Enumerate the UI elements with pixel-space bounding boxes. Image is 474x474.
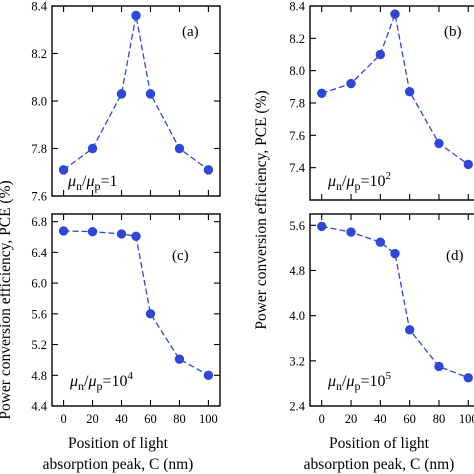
panel-3-point-2 <box>375 237 386 247</box>
panel-3-ytick-label-0: 2.4 <box>289 400 305 414</box>
xlabel-right-line1: Position of light <box>329 435 430 452</box>
panel-0-point-6 <box>203 165 214 175</box>
panel-1-ytick-label-0: 7.4 <box>289 161 305 175</box>
panel-0-label: (a) <box>182 24 199 40</box>
panel-0-annotation: μn/μp=1 <box>67 173 118 193</box>
panel-3-xtick-label-4: 80 <box>433 412 446 426</box>
panel-1-point-4 <box>404 86 415 97</box>
panel-3-label: (d) <box>446 248 464 264</box>
panel-2-point-4 <box>145 309 156 319</box>
panel-2-xtick-label-2: 40 <box>115 412 128 426</box>
panel-2-xtick-label-4: 80 <box>173 412 186 426</box>
panel-0-ytick-label-3: 8.2 <box>31 47 47 61</box>
panel-2-point-1 <box>87 226 98 237</box>
panel-2-point-2 <box>116 229 127 239</box>
panel-1-point-1 <box>346 78 356 89</box>
panel-2-ytick-label-6: 6.8 <box>31 215 47 229</box>
xlabel-left-line1: Position of light <box>68 435 169 452</box>
panel-3-ytick-label-4: 5.6 <box>289 219 305 233</box>
panel-2-annotation: μn/μp=104 <box>69 370 134 393</box>
panel-3-xtick-label-3: 60 <box>403 412 416 426</box>
panel-0-point-2 <box>116 89 127 99</box>
panel-3-point-4 <box>404 325 415 335</box>
panel-2-point-6 <box>203 370 214 380</box>
panel-0-ytick-label-0: 7.6 <box>31 190 47 204</box>
panel-2-ytick-label-4: 6.0 <box>31 277 47 291</box>
panel-2-xtick-label-3: 60 <box>144 412 157 426</box>
panel-1-point-0 <box>317 88 327 99</box>
xlabel-right-line2: absorption peak, C (nm) <box>304 456 455 473</box>
panel-0-point-1 <box>87 143 98 154</box>
panel-0-point-3 <box>131 10 141 21</box>
panel-3-point-0 <box>317 221 327 232</box>
panel-3-ytick-label-3: 4.8 <box>289 264 305 278</box>
panel-3-annotation: μn/μp=105 <box>327 370 392 393</box>
panel-3-xtick-label-2: 40 <box>374 412 387 426</box>
panel-0-ytick-label-2: 8.0 <box>31 95 47 109</box>
panel-2-xtick-label-5: 100 <box>199 412 218 426</box>
panel-1-label: (b) <box>444 24 462 40</box>
panel-3-xtick-label-0: 0 <box>319 412 325 426</box>
panel-1-annotation: μn/μp=102 <box>327 170 391 193</box>
panel-0-point-5 <box>174 143 185 154</box>
panel-2-ytick-label-3: 5.6 <box>31 307 47 321</box>
panel-1-ytick-label-4: 8.2 <box>289 32 305 46</box>
panel-2-ytick-label-5: 6.4 <box>31 246 47 260</box>
panel-1-ytick-label-3: 8.0 <box>289 64 305 78</box>
panel-2-ytick-label-1: 4.8 <box>31 369 47 383</box>
panel-2-xtick-label-1: 20 <box>86 412 99 426</box>
panel-3-point-1 <box>346 227 356 237</box>
panel-0-ytick-label-4: 8.4 <box>31 0 47 14</box>
panel-0-point-0 <box>58 165 69 175</box>
xlabel-left-line2: absorption peak, C (nm) <box>43 456 194 473</box>
panel-1-point-5 <box>434 138 444 149</box>
panel-2-ytick-label-2: 5.2 <box>31 338 47 352</box>
panel-1-point-2 <box>375 49 386 60</box>
panel-2-point-3 <box>131 231 141 241</box>
panel-0-point-4 <box>145 89 156 99</box>
panel-3-point-3 <box>390 248 400 259</box>
panel-3-ytick-label-1: 3.2 <box>289 354 305 368</box>
panel-2-point-0 <box>58 226 69 236</box>
panel-1-ytick-label-2: 7.8 <box>289 97 305 111</box>
panel-3-xtick-label-5: 100 <box>459 412 474 426</box>
panel-1-ytick-label-5: 8.4 <box>289 0 305 14</box>
panel-1-point-3 <box>390 9 400 19</box>
panel-2-ytick-label-0: 4.4 <box>31 400 47 414</box>
panel-2-frame <box>51 213 221 407</box>
ylabel-left: Power conversion efficiency, PCE (%) <box>0 180 14 419</box>
panel-3-ytick-label-2: 4.0 <box>289 309 305 323</box>
panel-3-point-6 <box>463 373 473 383</box>
panel-3-frame <box>309 213 474 407</box>
panel-2-point-5 <box>174 354 185 364</box>
panel-3-point-5 <box>434 361 444 372</box>
panel-2-xtick-label-0: 0 <box>60 412 66 426</box>
panel-1-ytick-label-1: 7.6 <box>289 129 305 143</box>
panel-3-xtick-label-1: 20 <box>345 412 358 426</box>
panel-1-point-6 <box>463 159 473 170</box>
ylabel-right: Power conversion efficiency, PCE (%) <box>253 90 270 329</box>
panel-0-ytick-label-1: 7.8 <box>31 142 47 156</box>
panel-2-label: (c) <box>172 248 189 264</box>
